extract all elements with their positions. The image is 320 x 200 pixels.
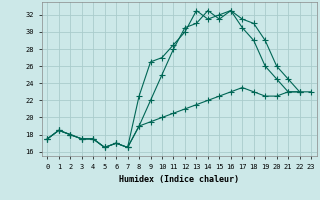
X-axis label: Humidex (Indice chaleur): Humidex (Indice chaleur) [119, 175, 239, 184]
